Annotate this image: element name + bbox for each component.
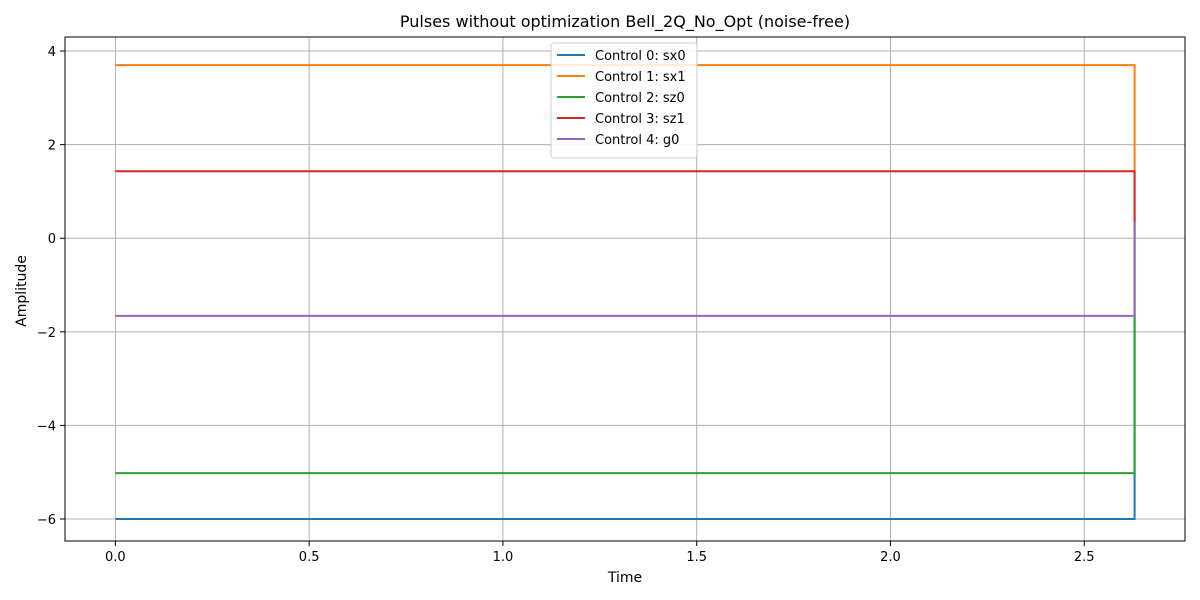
legend: Control 0: sx0 Control 1: sx1 Control 2: s… — [550, 42, 698, 159]
y-tick-label: −2 — [37, 326, 56, 341]
x-tick-label: 2.0 — [880, 550, 901, 565]
y-tick-label: 2 — [48, 139, 56, 154]
y-tick-label: −4 — [37, 419, 56, 434]
y-tick-label: −6 — [37, 513, 56, 528]
x-tick-label: 2.5 — [1074, 550, 1095, 565]
y-tick-label: 4 — [48, 45, 56, 60]
legend-label-1: Control 1: sx1 — [595, 70, 686, 85]
legend-label-2: Control 2: sz0 — [595, 91, 685, 106]
y-tick-label: 0 — [48, 232, 56, 247]
axis-ticks: 0.0 0.5 1.0 1.5 2.0 2.5 −6 −4 −2 0 2 4 — [37, 45, 1095, 565]
legend-label-0: Control 0: sx0 — [595, 49, 686, 64]
series-lines — [115, 64, 1136, 520]
series-line-4 — [115, 221, 1136, 317]
series-line-3 — [115, 170, 1136, 222]
legend-label-3: Control 3: sz1 — [595, 112, 685, 127]
chart-title: Pulses without optimization Bell_2Q_No_O… — [400, 12, 850, 32]
series-line-1 — [115, 64, 1136, 222]
x-tick-label: 0.5 — [299, 550, 320, 565]
plot-frame — [64, 36, 1186, 542]
x-tick-label: 1.0 — [493, 550, 514, 565]
x-axis-title: Time — [607, 570, 642, 586]
y-axis-title: Amplitude — [14, 255, 30, 327]
legend-label-4: Control 4: g0 — [595, 133, 679, 148]
x-tick-label: 0.0 — [105, 550, 126, 565]
legend-box — [550, 42, 698, 159]
x-tick-label: 1.5 — [686, 550, 707, 565]
